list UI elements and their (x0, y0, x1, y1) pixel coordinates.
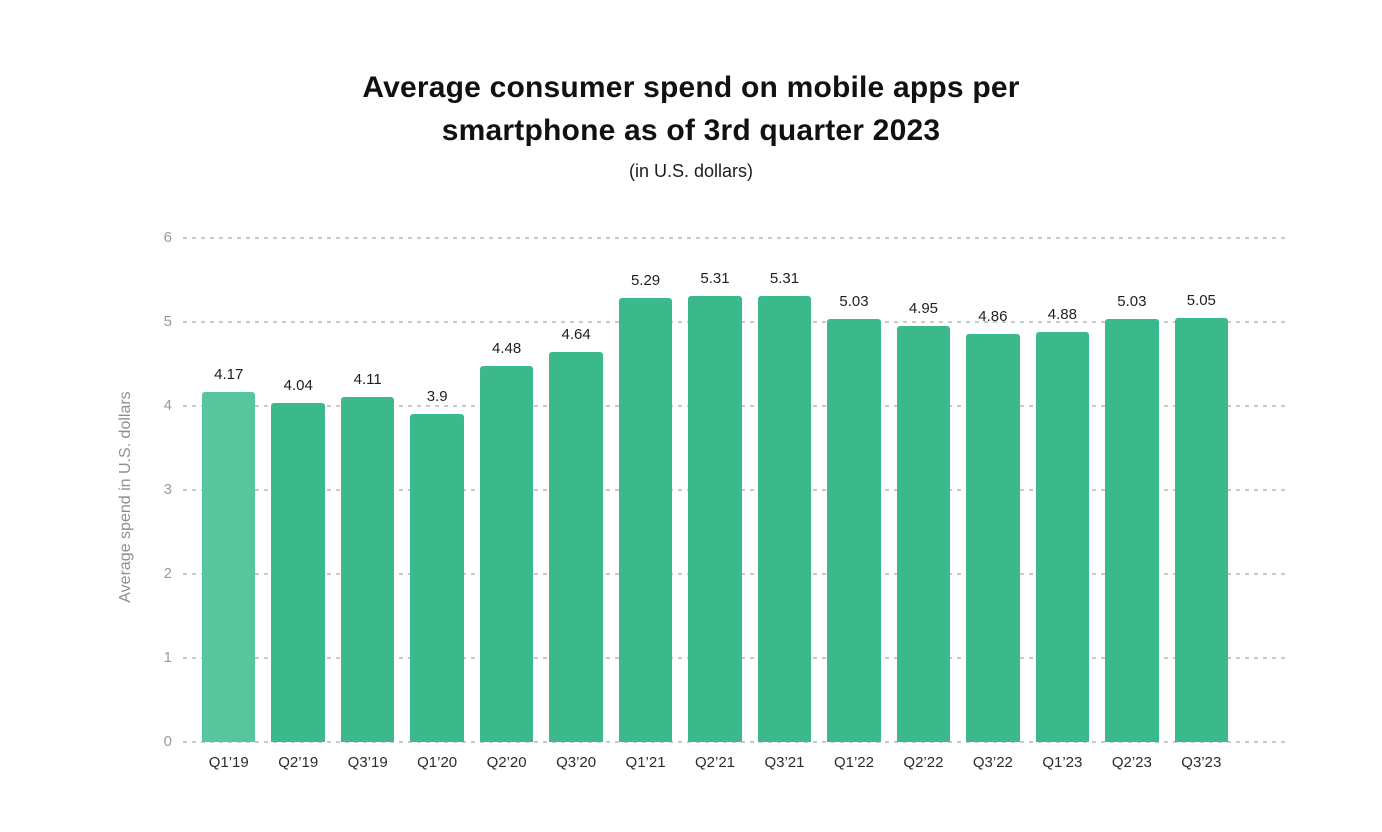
bar-value-label: 5.31 (769, 270, 800, 287)
bar-cell: 4.64 Q3’20 (549, 238, 603, 771)
x-axis-label: Q3’19 (347, 754, 388, 771)
x-axis-label: Q1’22 (833, 754, 874, 771)
bar-value-label: 4.04 (283, 377, 313, 394)
bar-cell: 5.29 Q1’21 (618, 238, 673, 771)
bar (410, 414, 464, 742)
bar-cell: 5.05 Q3’23 (1174, 238, 1229, 771)
y-tick-label: 3 (163, 481, 172, 498)
y-tick-label: 1 (163, 649, 172, 666)
x-axis-label: Q1’20 (417, 754, 458, 771)
bar (827, 319, 881, 742)
x-axis-label: Q1’19 (208, 754, 249, 771)
page-title: Average consumer spend on mobile apps pe… (0, 66, 1382, 152)
bar-value-label: 4.64 (561, 326, 591, 343)
bar (896, 326, 951, 742)
bar-value-label: 5.03 (839, 293, 869, 310)
bar-cell: 5.31 Q2’21 (688, 238, 742, 771)
y-tick-label: 4 (163, 397, 172, 414)
page-title-line2: smartphone as of 3rd quarter 2023 (441, 114, 941, 147)
title-block: Average consumer spend on mobile apps pe… (0, 66, 1382, 182)
bars-container: 4.17 Q1’19 4.04 Q2’19 4.11 Q3’19 3.9 Q1’20 4.48 Q… (202, 238, 1229, 771)
bar-cell: 4.11 Q3’19 (340, 238, 395, 771)
bar-value-label: 5.05 (1186, 292, 1216, 309)
bar-value-label: 4.86 (978, 308, 1008, 325)
bar-value-label: 5.03 (1117, 293, 1147, 310)
bar-value-label: 3.9 (426, 388, 448, 405)
bar-cell: 4.17 Q1’19 (202, 238, 256, 771)
bar (549, 352, 603, 742)
x-axis-label: Q1’21 (625, 754, 666, 771)
bar-value-label: 5.29 (630, 272, 661, 289)
bar (202, 392, 256, 742)
y-tick-label: 5 (163, 313, 172, 330)
y-tick-label: 0 (163, 733, 172, 750)
x-axis-label: Q2’23 (1111, 754, 1152, 771)
bar (688, 296, 742, 742)
bar-value-label: 4.88 (1047, 306, 1077, 323)
bar-value-label: 4.48 (492, 340, 522, 357)
gridline (183, 237, 1288, 239)
bar-cell: 4.48 Q2’20 (479, 238, 534, 771)
bar (271, 403, 325, 742)
x-axis-label: Q2’19 (278, 754, 319, 771)
bar-value-label: 4.95 (908, 300, 939, 317)
bar-cell: 4.86 Q3’22 (966, 238, 1020, 771)
bar (966, 334, 1020, 742)
bar-cell: 5.03 Q1’22 (827, 238, 881, 771)
bar-cell: 5.03 Q2’23 (1105, 238, 1159, 771)
gridline (183, 741, 1288, 743)
y-tick-label: 2 (163, 565, 172, 582)
bar (618, 298, 673, 742)
x-axis-label: Q2’20 (486, 754, 527, 771)
bar-cell: 4.88 Q1’23 (1035, 238, 1090, 771)
bar (1035, 332, 1090, 742)
x-axis-label: Q3’22 (972, 754, 1013, 771)
plot-area: 0 1 2 3 4 5 6 4.17 Q1’19 4.04 Q2’19 4.11 Q3’19 3.9 Q1… (164, 229, 1288, 771)
page-title-line1: Average consumer spend on mobile apps pe… (362, 71, 1020, 104)
y-tick-label: 6 (163, 229, 172, 246)
bar (479, 366, 534, 742)
bar-cell: 4.04 Q2’19 (271, 238, 325, 771)
bar-value-label: 4.17 (214, 366, 244, 383)
bar-cell: 3.9 Q1’20 (410, 238, 464, 771)
bar (757, 296, 812, 742)
bar-value-label: 5.31 (700, 270, 730, 287)
bar (340, 397, 395, 742)
bar (1174, 318, 1229, 742)
x-axis-label: Q3’20 (556, 754, 597, 771)
bar (1105, 319, 1159, 742)
x-axis-label: Q3’21 (764, 754, 805, 771)
x-axis-label: Q2’22 (903, 754, 944, 771)
x-axis-label: Q1’23 (1042, 754, 1083, 771)
bar-cell: 5.31 Q3’21 (757, 238, 812, 771)
bar-value-label: 4.11 (353, 371, 382, 388)
bar-cell: 4.95 Q2’22 (896, 238, 951, 771)
x-axis-label: Q3’23 (1181, 754, 1222, 771)
chart-subtitle: (in U.S. dollars) (628, 161, 754, 181)
x-axis-label: Q2’21 (695, 754, 736, 771)
